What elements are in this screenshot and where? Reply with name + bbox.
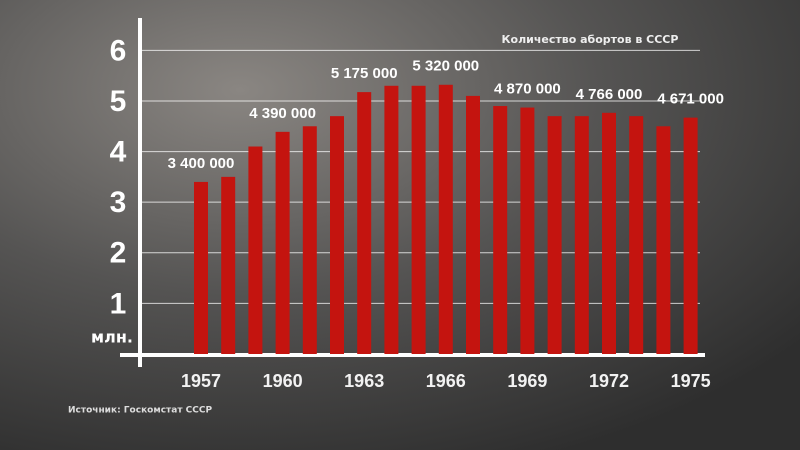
value-label: 4 870 000 bbox=[494, 81, 561, 98]
y-tick-label: 2 bbox=[110, 237, 127, 270]
bar bbox=[629, 116, 644, 354]
bar bbox=[302, 126, 317, 354]
source: Источник: Госкомстат СССР bbox=[68, 406, 213, 416]
x-tick-label: 1966 bbox=[426, 371, 466, 391]
x-tick-label: 1957 bbox=[181, 371, 221, 391]
x-tick-label: 1972 bbox=[589, 371, 629, 391]
x-tick-label: 1975 bbox=[671, 371, 711, 391]
bar bbox=[275, 131, 290, 354]
chart-title: Количество абортов в СССР bbox=[502, 33, 679, 46]
y-tick-label: 5 bbox=[110, 85, 127, 118]
bar bbox=[547, 116, 562, 354]
y-tick-label: 3 bbox=[110, 186, 127, 219]
bar bbox=[357, 92, 372, 354]
value-label: 5 320 000 bbox=[412, 58, 479, 75]
bar bbox=[656, 126, 671, 354]
bar bbox=[384, 85, 399, 355]
bar bbox=[520, 107, 535, 354]
bar bbox=[493, 106, 508, 354]
value-label: 4 766 000 bbox=[576, 86, 643, 103]
bar bbox=[438, 84, 453, 354]
x-tick-label: 1963 bbox=[344, 371, 384, 391]
bar bbox=[602, 112, 616, 354]
bar bbox=[466, 95, 480, 354]
value-label: 5 175 000 bbox=[331, 65, 398, 82]
x-tick-label: 1969 bbox=[507, 371, 547, 391]
bar bbox=[330, 116, 344, 354]
bar bbox=[248, 146, 263, 354]
bar bbox=[683, 117, 698, 355]
value-label: 3 400 000 bbox=[168, 155, 235, 172]
bar bbox=[194, 181, 208, 354]
value-label: 4 390 000 bbox=[249, 105, 316, 122]
value-label: 4 671 000 bbox=[657, 91, 724, 108]
x-tick-label: 1960 bbox=[263, 371, 303, 391]
y-tick-label: 4 bbox=[110, 135, 127, 168]
bar bbox=[221, 176, 236, 354]
bar bbox=[574, 116, 589, 354]
y-unit: млн. bbox=[91, 328, 133, 347]
bar bbox=[411, 85, 426, 355]
y-tick-label: 6 bbox=[110, 34, 127, 67]
y-tick-label: 1 bbox=[110, 287, 127, 320]
